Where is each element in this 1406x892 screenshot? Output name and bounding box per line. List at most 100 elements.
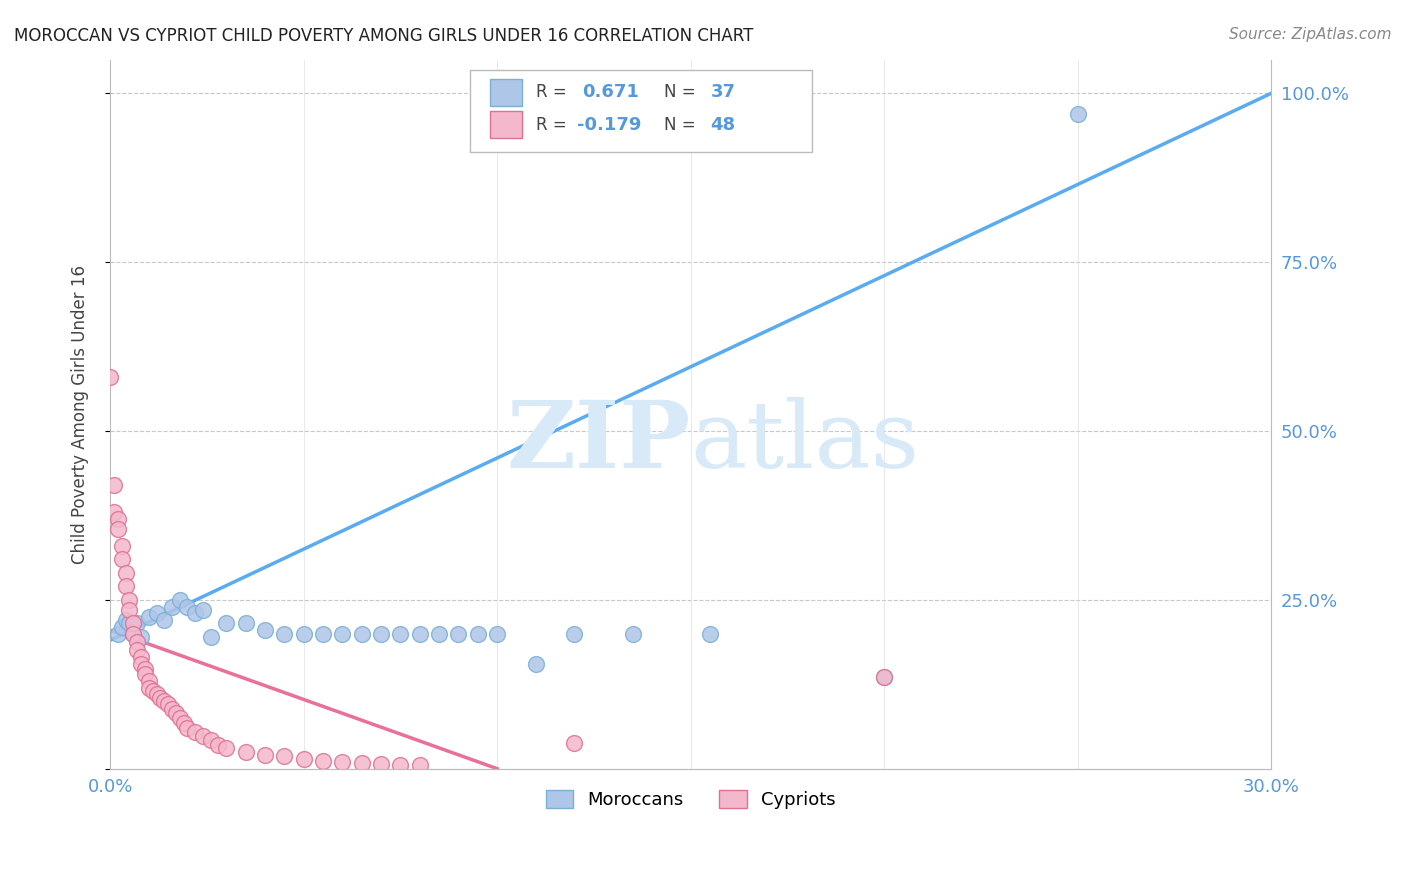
Point xyxy=(111,552,134,566)
Point xyxy=(138,681,160,695)
Point xyxy=(370,626,392,640)
Point xyxy=(153,694,176,708)
Point xyxy=(312,626,335,640)
Point xyxy=(408,626,430,640)
Point xyxy=(467,626,489,640)
Point xyxy=(273,626,295,640)
Point xyxy=(138,673,160,688)
Point xyxy=(122,626,145,640)
Point xyxy=(191,729,214,743)
Point xyxy=(312,754,335,768)
Text: 37: 37 xyxy=(710,83,735,101)
Point xyxy=(350,756,373,771)
Point xyxy=(149,690,172,705)
Point xyxy=(145,687,167,701)
Point xyxy=(273,749,295,764)
Point xyxy=(118,592,141,607)
Point xyxy=(114,579,136,593)
Text: 0.671: 0.671 xyxy=(582,83,640,101)
Point xyxy=(127,643,149,657)
Point xyxy=(122,616,145,631)
Point xyxy=(107,522,129,536)
Point xyxy=(107,626,129,640)
Point xyxy=(145,607,167,621)
Point xyxy=(1066,106,1088,120)
Text: 48: 48 xyxy=(710,116,735,134)
Point xyxy=(200,733,222,747)
Point xyxy=(389,626,412,640)
Point xyxy=(103,478,125,492)
Point xyxy=(215,741,238,756)
Point xyxy=(200,630,222,644)
Point xyxy=(184,607,207,621)
FancyBboxPatch shape xyxy=(470,70,813,152)
Point xyxy=(134,667,156,681)
Point xyxy=(292,626,315,640)
Point xyxy=(107,512,129,526)
Point xyxy=(486,626,509,640)
Point xyxy=(138,609,160,624)
Point xyxy=(127,634,149,648)
Text: ZIP: ZIP xyxy=(506,398,690,488)
Point xyxy=(111,620,134,634)
Point xyxy=(165,706,187,721)
Point xyxy=(111,539,134,553)
Point xyxy=(330,626,353,640)
Point xyxy=(621,626,644,640)
Point xyxy=(408,758,430,772)
Point xyxy=(160,702,183,716)
Legend: Moroccans, Cypriots: Moroccans, Cypriots xyxy=(538,782,842,816)
Point xyxy=(157,698,180,712)
Text: N =: N = xyxy=(664,116,696,134)
Point xyxy=(215,616,238,631)
Point xyxy=(129,657,152,671)
Point xyxy=(98,370,121,384)
Point xyxy=(350,626,373,640)
Point xyxy=(330,755,353,769)
Point xyxy=(699,626,721,640)
Point xyxy=(127,616,149,631)
Point xyxy=(129,650,152,665)
Point xyxy=(134,662,156,676)
Point xyxy=(191,603,214,617)
Point xyxy=(118,603,141,617)
Text: -0.179: -0.179 xyxy=(576,116,641,134)
Point xyxy=(114,613,136,627)
Point xyxy=(524,657,547,671)
Text: Source: ZipAtlas.com: Source: ZipAtlas.com xyxy=(1229,27,1392,42)
Point xyxy=(184,724,207,739)
Point xyxy=(129,630,152,644)
Point xyxy=(114,566,136,580)
Point xyxy=(564,736,586,750)
Text: N =: N = xyxy=(664,83,696,101)
Point xyxy=(253,748,276,763)
Point xyxy=(173,715,195,730)
Point xyxy=(235,745,257,759)
Point xyxy=(169,711,191,725)
Point xyxy=(235,616,257,631)
Point xyxy=(389,757,412,772)
Point xyxy=(176,599,198,614)
Text: R =: R = xyxy=(536,116,567,134)
Point xyxy=(142,684,165,698)
Point xyxy=(160,599,183,614)
Point xyxy=(118,616,141,631)
Point xyxy=(873,671,896,685)
Y-axis label: Child Poverty Among Girls Under 16: Child Poverty Among Girls Under 16 xyxy=(72,265,89,564)
Point xyxy=(176,721,198,735)
FancyBboxPatch shape xyxy=(489,112,522,138)
Point xyxy=(427,626,450,640)
Point xyxy=(169,592,191,607)
Point xyxy=(292,751,315,765)
Point xyxy=(564,626,586,640)
Point xyxy=(873,671,896,685)
Point xyxy=(103,505,125,519)
Point xyxy=(122,626,145,640)
FancyBboxPatch shape xyxy=(489,78,522,105)
Point xyxy=(370,756,392,771)
Text: MOROCCAN VS CYPRIOT CHILD POVERTY AMONG GIRLS UNDER 16 CORRELATION CHART: MOROCCAN VS CYPRIOT CHILD POVERTY AMONG … xyxy=(14,27,754,45)
Point xyxy=(253,624,276,638)
Text: atlas: atlas xyxy=(690,398,920,488)
Text: R =: R = xyxy=(536,83,567,101)
Point xyxy=(447,626,470,640)
